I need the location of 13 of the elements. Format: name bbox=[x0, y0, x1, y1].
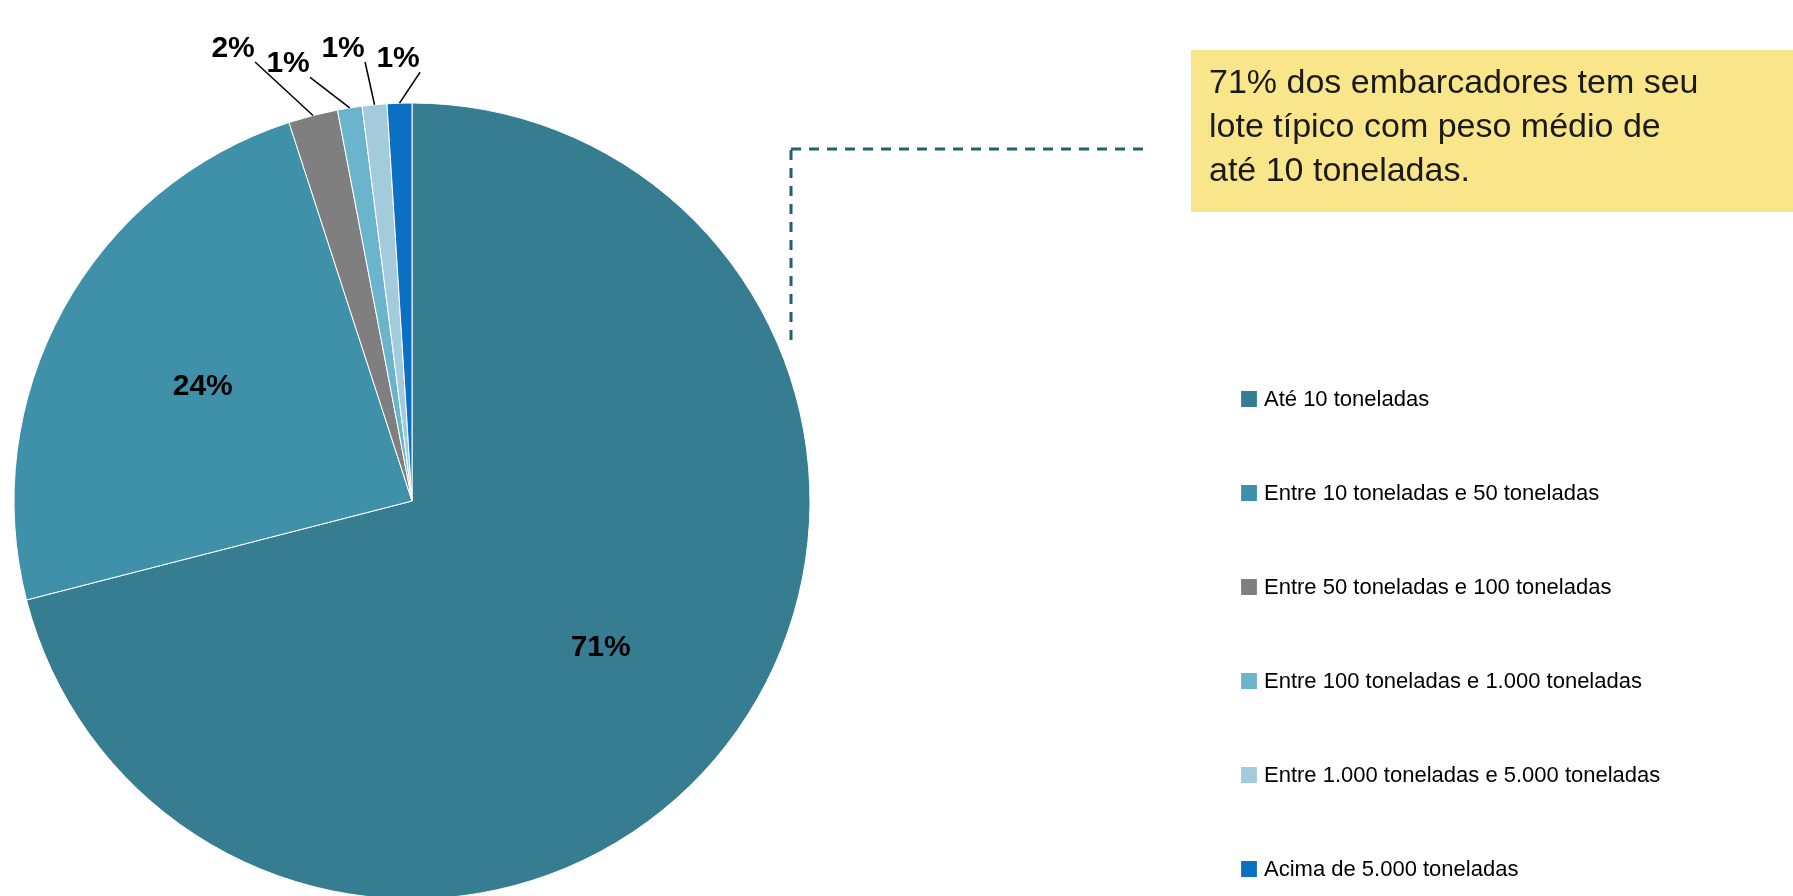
data-label: 1% bbox=[376, 40, 420, 74]
data-label: 2% bbox=[211, 30, 255, 63]
legend-label: Entre 1.000 toneladas e 5.000 toneladas bbox=[1264, 762, 1661, 787]
legend-label: Entre 50 toneladas e 100 toneladas bbox=[1264, 574, 1612, 599]
text: 71% dos embarcadores tem seu lote típico com peso médio de até 10 toneladas. bbox=[1209, 62, 1699, 188]
data-label: 1% bbox=[321, 30, 365, 63]
data-label: 71% bbox=[570, 629, 631, 663]
data-label: 24% bbox=[172, 367, 233, 401]
legend-label: Entre 100 toneladas e 1.000 toneladas bbox=[1264, 668, 1642, 693]
legend-label: Entre 10 toneladas e 50 toneladas bbox=[1264, 480, 1600, 505]
legend-label: Acima de 5.000 toneladas bbox=[1264, 856, 1519, 881]
legend-label: Até 10 toneladas bbox=[1264, 386, 1430, 411]
data-label: 1% bbox=[266, 45, 310, 79]
